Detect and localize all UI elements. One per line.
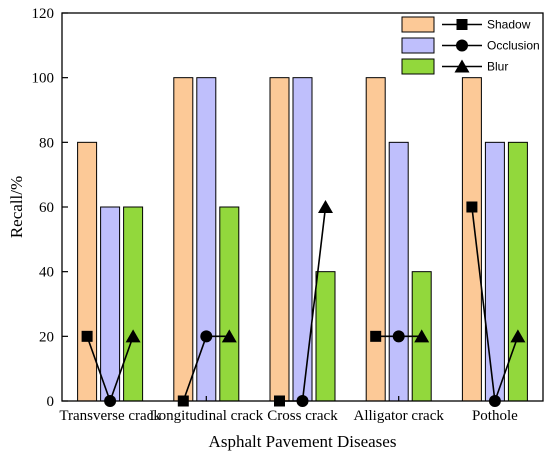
bar-blur-longitudinal-crack bbox=[219, 206, 240, 402]
y-tick-label-20: 20 bbox=[39, 329, 54, 345]
point-shadow-alligator-crack bbox=[370, 330, 382, 342]
bar-occlusion-cross-crack bbox=[292, 77, 313, 402]
bar-occlusion-alligator-crack bbox=[388, 141, 409, 402]
y-tick-label-80: 80 bbox=[39, 135, 54, 151]
bar-shadow-longitudinal-crack bbox=[173, 77, 194, 402]
bar-occlusion-pothole bbox=[484, 141, 505, 402]
y-ticks: 0 20 40 60 80 100 120 bbox=[32, 6, 68, 410]
x-axis-title: Asphalt Pavement Diseases bbox=[209, 432, 397, 451]
y-tick-label-40: 40 bbox=[39, 265, 54, 281]
point-blur-longitudinal-crack bbox=[221, 329, 237, 343]
bar-group bbox=[77, 77, 528, 402]
legend-marker-occlusion bbox=[456, 39, 468, 52]
bar-occlusion-transverse-crack bbox=[100, 206, 121, 402]
point-blur-pothole bbox=[510, 329, 526, 343]
x-tick-label-cross-crack: Cross crack bbox=[267, 408, 338, 424]
y-axis-title: Recall/% bbox=[7, 176, 26, 238]
y-tick-label-0: 0 bbox=[47, 394, 55, 410]
bar-shadow-pothole bbox=[461, 77, 482, 402]
bar-shadow-cross-crack bbox=[269, 77, 290, 402]
bar-occlusion-longitudinal-crack bbox=[196, 77, 217, 402]
legend-swatch-blur bbox=[401, 58, 435, 75]
point-occlusion-alligator-crack bbox=[392, 330, 405, 343]
bar-blur-transverse-crack bbox=[123, 206, 144, 402]
legend-label-blur: Blur bbox=[487, 60, 508, 74]
point-shadow-pothole bbox=[466, 201, 478, 213]
legend-marker-blur bbox=[454, 59, 470, 73]
bar-blur-pothole bbox=[507, 141, 528, 402]
x-tick-label-pothole: Pothole bbox=[472, 408, 518, 424]
legend-marker-shadow bbox=[456, 19, 468, 30]
point-blur-alligator-crack bbox=[414, 329, 430, 343]
x-tick-label-alligator-crack: Alligator crack bbox=[354, 408, 445, 424]
y-tick-label-120: 120 bbox=[32, 6, 55, 22]
legend-label-shadow: Shadow bbox=[487, 18, 531, 32]
bar-shadow-alligator-crack bbox=[365, 77, 386, 402]
point-blur-transverse-crack bbox=[125, 329, 141, 343]
legend-label-occlusion: Occlusion bbox=[487, 39, 540, 53]
y-tick-label-60: 60 bbox=[39, 200, 54, 216]
point-shadow-transverse-crack bbox=[81, 330, 93, 342]
legend: Shadow Occlusion Blur bbox=[401, 16, 540, 75]
point-blur-cross-crack bbox=[318, 200, 333, 213]
bar-blur-cross-crack bbox=[315, 271, 336, 402]
x-tick-label-longitudinal-crack: Longitudinal crack bbox=[149, 408, 263, 424]
y-tick-label-100: 100 bbox=[32, 71, 55, 87]
bar-shadow-transverse-crack bbox=[77, 141, 98, 402]
x-tick-label-transverse-crack: Transverse crack bbox=[59, 408, 161, 424]
legend-swatch-shadow bbox=[401, 16, 435, 33]
point-occlusion-longitudinal-crack bbox=[200, 330, 213, 343]
legend-swatch-occlusion bbox=[401, 37, 435, 54]
